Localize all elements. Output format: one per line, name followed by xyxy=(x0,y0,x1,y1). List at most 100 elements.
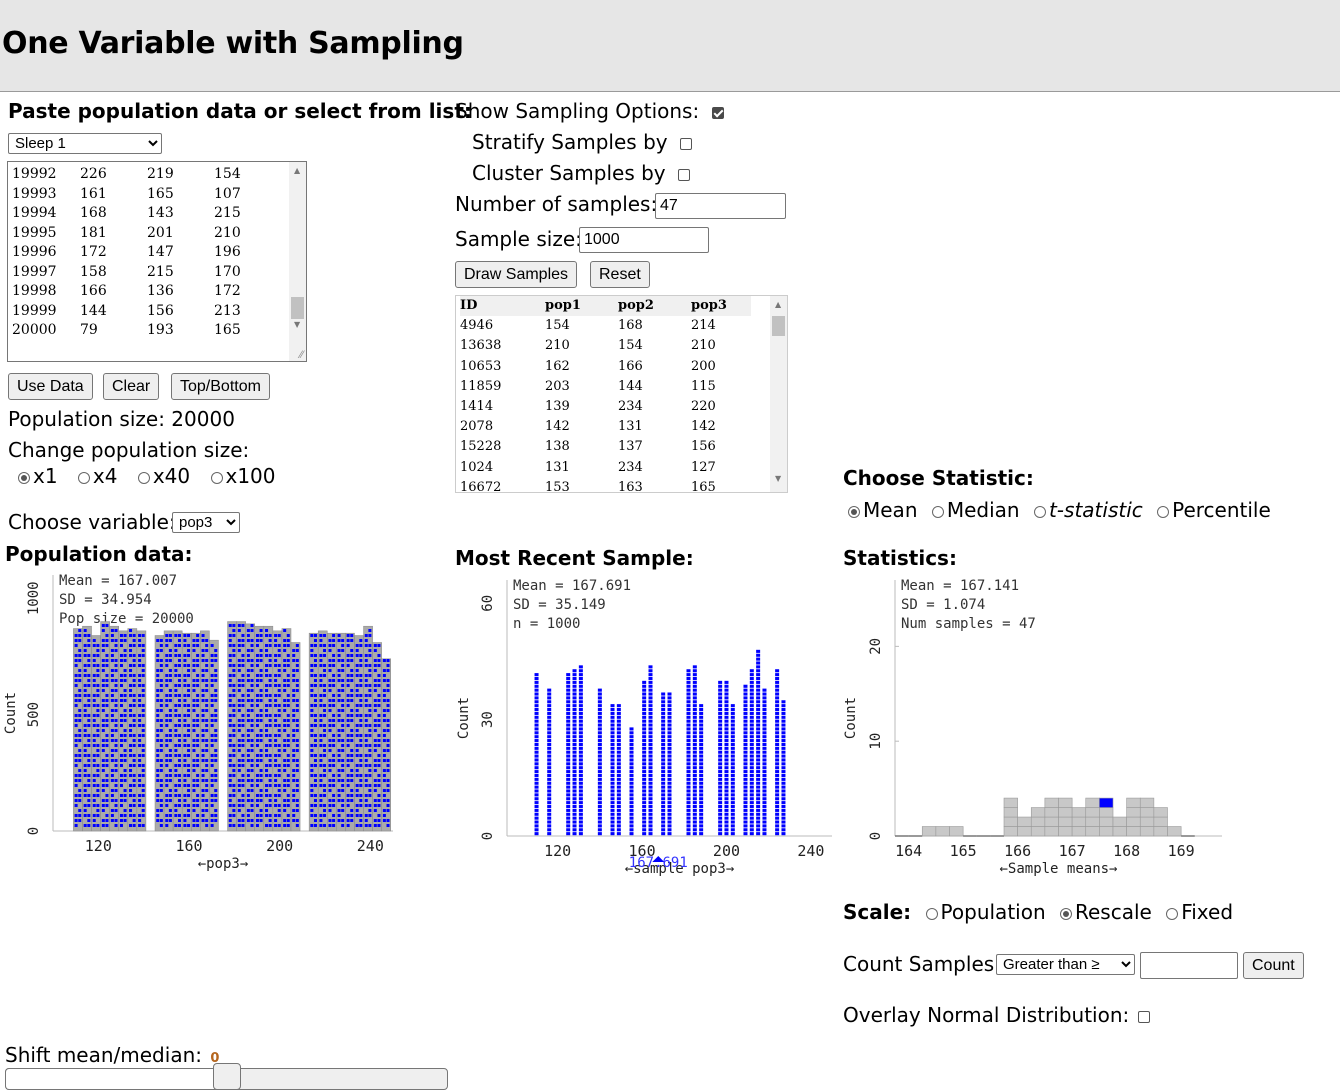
sample-dot xyxy=(105,799,109,802)
sample-size-input[interactable]: 1000 xyxy=(579,227,709,253)
sample-dot xyxy=(328,719,332,722)
radio-percentile[interactable]: Percentile xyxy=(1157,498,1271,522)
y-tick-label: 30 xyxy=(480,711,496,728)
variable-select[interactable]: pop3 xyxy=(172,512,240,533)
sample-dot xyxy=(775,766,780,770)
sample-dot xyxy=(382,709,386,712)
sample-dot xyxy=(255,774,259,777)
sample-dot xyxy=(377,644,381,647)
dataset-select[interactable]: Sleep 1 xyxy=(8,133,162,154)
sample-dot xyxy=(686,704,691,708)
scroll-thumb[interactable] xyxy=(291,297,304,319)
num-samples-input[interactable]: 47 xyxy=(655,193,786,219)
sample-dot xyxy=(274,744,278,747)
sample-dot xyxy=(210,784,214,787)
table-scroll-down-icon[interactable]: ▼ xyxy=(775,474,782,483)
population-data-textarea[interactable]: 19992 226 219 154 19993 161 165 107 19994 168 143 2… xyxy=(7,161,307,362)
top-bottom-button[interactable]: Top/Bottom xyxy=(171,373,270,400)
cluster-checkbox[interactable] xyxy=(678,168,691,181)
sample-dot xyxy=(92,684,96,687)
overlay-normal-checkbox[interactable] xyxy=(1137,1010,1150,1023)
sample-dot xyxy=(241,694,245,697)
sample-dot xyxy=(138,734,142,737)
sample-dot xyxy=(310,734,314,737)
sample-dot xyxy=(534,766,539,770)
sample-dot xyxy=(96,654,100,657)
sample-dot xyxy=(692,801,697,805)
stratify-checkbox[interactable] xyxy=(679,137,692,150)
clear-button[interactable]: Clear xyxy=(103,373,160,400)
sample-dot xyxy=(310,644,314,647)
stat-box xyxy=(1044,826,1059,837)
reset-button[interactable]: Reset xyxy=(590,261,650,288)
radio-scale-rescale[interactable]: Rescale xyxy=(1059,900,1152,924)
count-threshold-input[interactable] xyxy=(1140,952,1238,979)
sample-table[interactable]: ID pop1 pop2 pop3 4946 154 168 214 13638 210 154 2… xyxy=(455,295,788,493)
count-button[interactable]: Count xyxy=(1243,952,1304,979)
table-cell: 13638 xyxy=(460,338,502,354)
sample-dot xyxy=(648,700,653,704)
sample-dot xyxy=(616,812,621,816)
use-data-button[interactable]: Use Data xyxy=(8,373,93,400)
sample-dot xyxy=(205,639,209,642)
sample-dot xyxy=(699,762,704,766)
textarea-scrollbar[interactable]: ▲ ▼ xyxy=(289,162,306,361)
scroll-down-icon[interactable]: ▼ xyxy=(294,320,301,329)
sample-dot xyxy=(648,820,653,824)
sample-dot xyxy=(386,789,390,792)
table-scroll-up-icon[interactable]: ▲ xyxy=(775,300,782,309)
sample-dot xyxy=(323,814,327,817)
radio-mean[interactable]: Mean xyxy=(848,498,918,522)
sample-dot xyxy=(323,744,327,747)
sample-dot xyxy=(781,804,786,809)
sample-dot xyxy=(96,644,100,647)
sample-dot xyxy=(110,749,114,752)
radio-x100[interactable]: x100 xyxy=(210,464,276,488)
sample-table-scrollbar[interactable]: ▲ ▼ xyxy=(770,296,787,492)
sample-dot xyxy=(730,828,735,832)
sample-dot xyxy=(92,799,96,802)
count-condition-select[interactable]: Greater than ≥ xyxy=(996,954,1135,975)
radio-scale-population[interactable]: Population xyxy=(925,900,1046,924)
stat-box xyxy=(1153,816,1168,827)
radio-median[interactable]: Median xyxy=(931,498,1020,522)
sample-dot xyxy=(616,770,621,774)
shift-slider-thumb[interactable] xyxy=(213,1063,241,1090)
radio-t-statistic[interactable]: t-statistic xyxy=(1033,498,1143,522)
sample-dot xyxy=(192,764,196,767)
sample-dot xyxy=(286,754,290,757)
sample-dot xyxy=(667,801,672,805)
sample-dot xyxy=(310,669,314,672)
sample-dot xyxy=(74,644,78,647)
table-scroll-thumb[interactable] xyxy=(772,316,785,336)
sample-dot xyxy=(96,804,100,807)
sample-dot xyxy=(201,749,205,752)
sample-dot xyxy=(196,744,200,747)
draw-samples-button[interactable]: Draw Samples xyxy=(455,261,578,288)
scroll-up-icon[interactable]: ▲ xyxy=(294,166,301,175)
sample-dot xyxy=(192,659,196,662)
sample-dot xyxy=(246,714,250,717)
sample-dot xyxy=(368,714,372,717)
radio-scale-fixed[interactable]: Fixed xyxy=(1166,900,1233,924)
sample-dot xyxy=(319,644,323,647)
sample-dot xyxy=(265,734,269,737)
sample-dot xyxy=(156,654,160,657)
sample-dot xyxy=(165,739,169,742)
radio-x1[interactable]: x1 xyxy=(18,464,58,488)
sample-dot xyxy=(96,809,100,812)
sample-dot xyxy=(686,684,691,688)
sample-dot xyxy=(699,812,704,816)
sample-dot xyxy=(368,789,372,792)
radio-x40[interactable]: x40 xyxy=(137,464,190,488)
sample-dot xyxy=(141,814,145,817)
radio-x4[interactable]: x4 xyxy=(77,464,117,488)
resize-grip-icon[interactable]: ⁄⁄ xyxy=(299,350,303,361)
sample-dot xyxy=(337,774,341,777)
sample-dot xyxy=(328,784,332,787)
show-sampling-checkbox[interactable] xyxy=(711,106,724,119)
sample-dot xyxy=(749,828,754,832)
sample-dot xyxy=(328,664,332,667)
data-row: 19993 161 165 107 xyxy=(12,185,274,205)
sample-dot xyxy=(92,814,96,817)
